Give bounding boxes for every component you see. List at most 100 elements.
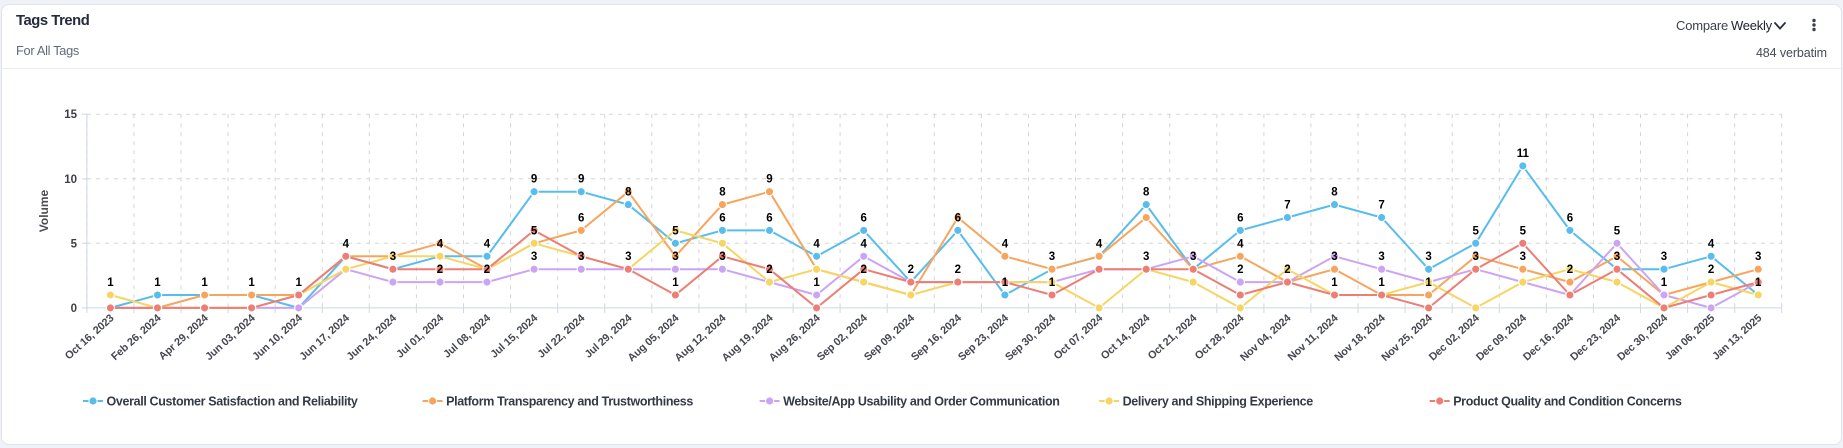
svg-text:3: 3 <box>1190 251 1196 263</box>
svg-text:5: 5 <box>1472 225 1479 237</box>
svg-text:1: 1 <box>1425 277 1432 289</box>
svg-text:3: 3 <box>531 251 537 263</box>
svg-text:3: 3 <box>1755 251 1761 263</box>
svg-text:3: 3 <box>719 251 725 263</box>
svg-text:Overall Customer Satisfaction: Overall Customer Satisfaction and Reliab… <box>107 395 358 409</box>
svg-text:Oct 14, 2024: Oct 14, 2024 <box>1099 312 1153 362</box>
svg-text:Oct 21, 2024: Oct 21, 2024 <box>1146 312 1200 362</box>
svg-text:1: 1 <box>154 277 161 289</box>
svg-text:3: 3 <box>1331 251 1337 263</box>
svg-text:2: 2 <box>908 264 914 276</box>
svg-text:4: 4 <box>1002 238 1009 250</box>
svg-text:1: 1 <box>1049 277 1056 289</box>
svg-text:Jul 08, 2024: Jul 08, 2024 <box>441 312 493 360</box>
svg-text:3: 3 <box>1614 251 1620 263</box>
svg-text:Sep 09, 2024: Sep 09, 2024 <box>862 312 917 363</box>
svg-text:4: 4 <box>1096 238 1103 250</box>
svg-text:Jul 01, 2024: Jul 01, 2024 <box>394 312 446 360</box>
svg-text:2: 2 <box>1237 264 1243 276</box>
svg-text:8: 8 <box>719 187 726 199</box>
svg-text:4: 4 <box>813 238 820 250</box>
svg-text:Apr 29, 2024: Apr 29, 2024 <box>157 312 211 362</box>
svg-text:3: 3 <box>1520 251 1526 263</box>
svg-text:1: 1 <box>1002 277 1009 289</box>
svg-text:6: 6 <box>766 212 772 224</box>
svg-text:4: 4 <box>1708 238 1715 250</box>
svg-text:3: 3 <box>1049 251 1055 263</box>
svg-text:Jun 24, 2024: Jun 24, 2024 <box>344 312 399 363</box>
svg-text:Jan 06, 2025: Jan 06, 2025 <box>1663 312 1717 362</box>
svg-text:2: 2 <box>1708 264 1714 276</box>
svg-text:1: 1 <box>672 277 679 289</box>
svg-text:5: 5 <box>1614 225 1621 237</box>
svg-text:Dec 23, 2024: Dec 23, 2024 <box>1568 312 1623 363</box>
svg-text:1: 1 <box>1331 277 1338 289</box>
svg-text:Sep 23, 2024: Sep 23, 2024 <box>956 312 1011 363</box>
svg-text:Sep 30, 2024: Sep 30, 2024 <box>1003 312 1058 363</box>
svg-text:5: 5 <box>71 238 78 250</box>
svg-text:1: 1 <box>1378 277 1385 289</box>
svg-text:5: 5 <box>531 225 538 237</box>
svg-text:6: 6 <box>578 212 584 224</box>
svg-text:Product Quality and Condition: Product Quality and Condition Concerns <box>1453 395 1682 409</box>
svg-text:Platform Transparency and Trus: Platform Transparency and Trustworthines… <box>446 395 693 409</box>
svg-text:8: 8 <box>1143 187 1150 199</box>
svg-text:3: 3 <box>1425 251 1431 263</box>
svg-text:6: 6 <box>860 212 866 224</box>
svg-text:6: 6 <box>1237 212 1243 224</box>
svg-text:4: 4 <box>437 238 444 250</box>
svg-text:Nov 04, 2024: Nov 04, 2024 <box>1238 312 1293 364</box>
svg-text:3: 3 <box>578 251 584 263</box>
svg-text:0: 0 <box>71 303 77 315</box>
svg-text:9: 9 <box>766 174 772 186</box>
svg-text:3: 3 <box>1143 251 1149 263</box>
svg-text:3: 3 <box>672 251 678 263</box>
svg-text:6: 6 <box>955 212 961 224</box>
svg-text:1: 1 <box>295 277 302 289</box>
svg-text:1: 1 <box>107 277 114 289</box>
svg-text:4: 4 <box>860 238 867 250</box>
svg-text:1: 1 <box>248 277 255 289</box>
svg-text:1: 1 <box>1661 277 1668 289</box>
svg-text:4: 4 <box>484 238 491 250</box>
svg-text:2: 2 <box>1284 264 1290 276</box>
svg-text:4: 4 <box>1237 238 1244 250</box>
svg-text:5: 5 <box>672 225 679 237</box>
svg-text:9: 9 <box>531 174 537 186</box>
svg-text:2: 2 <box>766 264 772 276</box>
svg-text:Sep 02, 2024: Sep 02, 2024 <box>815 312 870 363</box>
svg-text:3: 3 <box>1661 251 1667 263</box>
svg-text:Nov 25, 2024: Nov 25, 2024 <box>1379 312 1434 364</box>
svg-text:3: 3 <box>1378 251 1384 263</box>
svg-text:4: 4 <box>343 238 350 250</box>
svg-text:7: 7 <box>1378 200 1384 212</box>
svg-text:Dec 09, 2024: Dec 09, 2024 <box>1474 312 1529 363</box>
svg-text:2: 2 <box>860 264 866 276</box>
svg-text:Dec 02, 2024: Dec 02, 2024 <box>1427 312 1482 363</box>
svg-text:Dec 16, 2024: Dec 16, 2024 <box>1521 312 1576 363</box>
svg-text:Jan 13, 2025: Jan 13, 2025 <box>1710 312 1764 362</box>
svg-text:Jun 03, 2024: Jun 03, 2024 <box>203 312 258 363</box>
svg-text:Volume: Volume <box>37 189 51 232</box>
svg-text:2: 2 <box>484 264 490 276</box>
svg-text:8: 8 <box>625 187 632 199</box>
svg-text:Jun 17, 2024: Jun 17, 2024 <box>297 312 352 363</box>
svg-text:1: 1 <box>1755 277 1762 289</box>
svg-text:Aug 26, 2024: Aug 26, 2024 <box>767 312 823 364</box>
svg-text:Jul 22, 2024: Jul 22, 2024 <box>535 312 587 360</box>
svg-text:8: 8 <box>1331 187 1338 199</box>
svg-text:2: 2 <box>437 264 443 276</box>
svg-text:15: 15 <box>64 109 77 121</box>
svg-text:1: 1 <box>201 277 208 289</box>
svg-text:Website/App Usability and Orde: Website/App Usability and Order Communic… <box>783 395 1059 409</box>
svg-text:Sep 16, 2024: Sep 16, 2024 <box>909 312 964 363</box>
svg-text:3: 3 <box>390 251 396 263</box>
svg-text:2: 2 <box>1567 264 1573 276</box>
svg-text:Dec 30, 2024: Dec 30, 2024 <box>1615 312 1670 363</box>
svg-text:7: 7 <box>1284 200 1290 212</box>
svg-text:Feb 26, 2024: Feb 26, 2024 <box>109 312 164 363</box>
svg-text:2: 2 <box>955 264 961 276</box>
svg-text:6: 6 <box>719 212 725 224</box>
svg-text:10: 10 <box>64 174 77 186</box>
svg-text:9: 9 <box>578 174 584 186</box>
